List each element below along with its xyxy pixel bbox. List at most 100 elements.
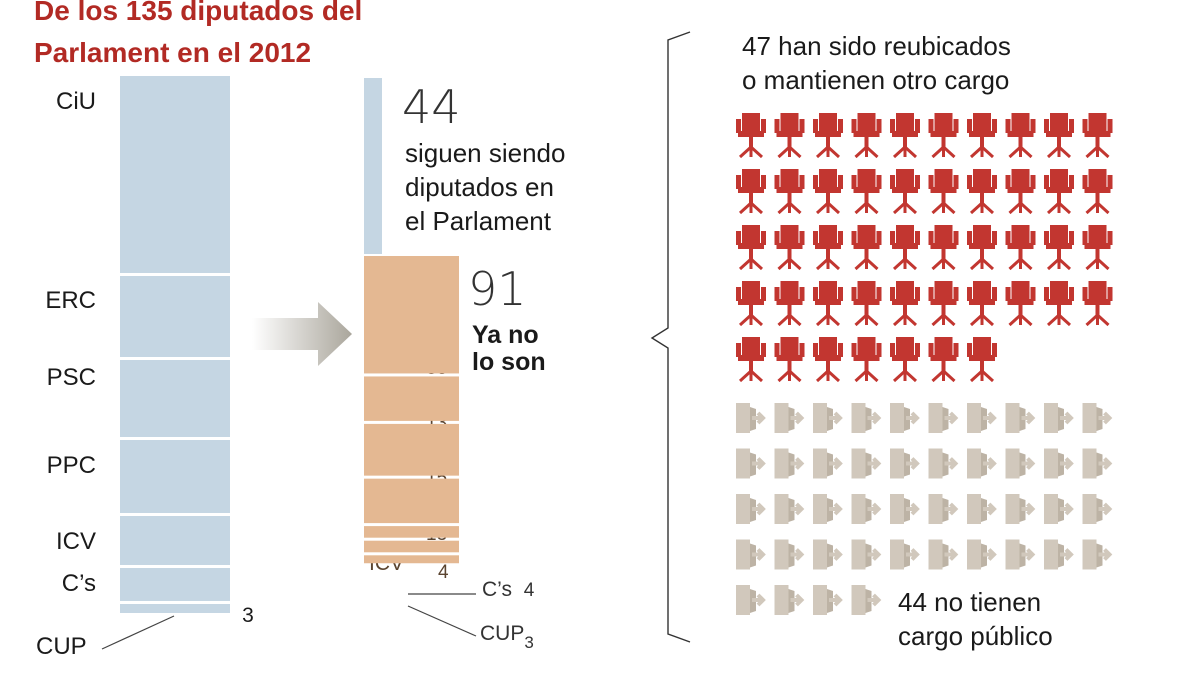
exit-door-icon bbox=[774, 539, 805, 570]
chair-icon bbox=[774, 281, 805, 327]
chair-icon bbox=[1082, 281, 1113, 327]
party-label-ppc: PPC bbox=[46, 452, 96, 479]
chair-icon bbox=[1005, 281, 1036, 327]
party-label-ciu: CiU bbox=[56, 88, 96, 115]
exit-door-icon bbox=[967, 539, 997, 570]
party-label-cs: C’s bbox=[61, 570, 96, 597]
yano-text: Ya no lo son bbox=[472, 322, 546, 376]
exit-door-icon bbox=[774, 448, 805, 479]
after-value-icv: 4 bbox=[438, 562, 449, 583]
exit-door-icon bbox=[890, 494, 920, 524]
bar-after-cup bbox=[364, 555, 459, 564]
bar-before-icv bbox=[120, 516, 230, 565]
after-value-cs: 4 bbox=[523, 580, 535, 601]
bar-siguen bbox=[364, 78, 382, 254]
chair-icon bbox=[851, 337, 882, 383]
party-label-icv: ICV bbox=[55, 528, 96, 555]
chair-icon bbox=[1005, 225, 1036, 271]
after-label-cs-group: C’s 4 bbox=[482, 578, 534, 602]
exit-door-icon bbox=[1044, 403, 1074, 433]
chair-icon bbox=[851, 281, 882, 327]
exit-door-icon bbox=[851, 539, 882, 570]
exit-door-icon bbox=[774, 494, 805, 524]
chair-icon bbox=[1005, 169, 1036, 215]
yano-line2: lo son bbox=[472, 348, 546, 376]
after-label-cup: CUP bbox=[480, 622, 525, 645]
exit-door-icon bbox=[890, 539, 920, 570]
chart-title: De los 135 diputados del Parlament en el… bbox=[34, 0, 362, 74]
exit-door-icon bbox=[813, 585, 843, 615]
chair-icon bbox=[928, 169, 959, 215]
chair-icon bbox=[774, 225, 805, 271]
exit-door-icon bbox=[851, 585, 882, 615]
chair-icon bbox=[736, 169, 766, 215]
exit-door-icon bbox=[928, 539, 959, 570]
exit-door-icon bbox=[1082, 448, 1113, 479]
chair-icon bbox=[736, 225, 766, 271]
cup-leader-line bbox=[101, 615, 175, 650]
after-value-cup: 3 bbox=[524, 633, 534, 652]
chair-icon bbox=[928, 225, 959, 271]
chair-icon bbox=[1044, 225, 1074, 271]
exit-door-icon bbox=[736, 403, 766, 433]
chair-icon bbox=[890, 337, 920, 383]
chair-icon bbox=[967, 281, 997, 327]
bar-before-ciu bbox=[120, 76, 230, 273]
bar-before-psc bbox=[120, 360, 230, 437]
exit-door-icon bbox=[736, 585, 766, 615]
yano-number: 91 bbox=[468, 262, 527, 316]
cup-after-leader-line bbox=[407, 605, 477, 637]
chair-icon bbox=[813, 281, 843, 327]
exit-door-icon bbox=[1005, 448, 1036, 479]
exit-door-icon bbox=[890, 403, 920, 433]
bar-before-ppc bbox=[120, 440, 230, 513]
exit-door-icon bbox=[813, 448, 843, 479]
bar-after-psc bbox=[364, 423, 459, 476]
exit-door-icon bbox=[851, 448, 882, 479]
chair-icon bbox=[736, 113, 766, 159]
arrow-icon bbox=[252, 302, 352, 366]
bar-after-erc bbox=[364, 376, 459, 421]
exit-door-icon bbox=[736, 494, 766, 524]
exit-door-icon bbox=[890, 448, 920, 479]
exit-door-icon bbox=[1005, 494, 1036, 524]
bar-after-ciu bbox=[364, 256, 459, 374]
bar-before-cs bbox=[120, 568, 230, 601]
exit-door-icon bbox=[1082, 494, 1113, 524]
bar-after-ppc bbox=[364, 478, 459, 524]
chair-icon bbox=[813, 169, 843, 215]
exit-door-icon bbox=[967, 494, 997, 524]
chair-icon bbox=[1044, 113, 1074, 159]
brace-icon bbox=[650, 31, 691, 643]
chair-icon bbox=[890, 281, 920, 327]
exit-door-icon bbox=[774, 403, 805, 433]
exit-door-icon bbox=[736, 539, 766, 570]
chair-icon bbox=[890, 169, 920, 215]
exit-door-icon bbox=[1082, 403, 1113, 433]
chair-icon bbox=[736, 337, 766, 383]
siguen-line2: diputados en bbox=[405, 172, 554, 202]
exit-door-icon bbox=[967, 403, 997, 433]
exit-door-icon bbox=[813, 403, 843, 433]
chair-icon bbox=[890, 225, 920, 271]
cup-value-label: 3 bbox=[242, 604, 254, 627]
exit-door-icon bbox=[813, 494, 843, 524]
chair-icon bbox=[890, 113, 920, 159]
exit-door-icon bbox=[1044, 448, 1074, 479]
siguen-text: siguen siendo diputados en el Parlament bbox=[405, 136, 565, 238]
siguen-line3: el Parlament bbox=[405, 206, 551, 236]
bar-after-icv bbox=[364, 526, 459, 538]
exit-door-icon bbox=[967, 448, 997, 479]
chair-icon bbox=[1044, 281, 1074, 327]
exit-door-icon bbox=[928, 494, 959, 524]
chair-icon bbox=[813, 113, 843, 159]
party-label-erc: ERC bbox=[45, 287, 96, 314]
sin-cargo-line1: 44 no tienen bbox=[898, 587, 1042, 617]
chair-icon bbox=[774, 113, 805, 159]
chair-icon bbox=[1082, 113, 1113, 159]
sin-cargo-text: 44 no tienen cargo público bbox=[898, 585, 1053, 653]
chair-icon bbox=[813, 337, 843, 383]
chair-icon bbox=[967, 113, 997, 159]
chair-icon bbox=[967, 337, 997, 383]
exit-door-icon bbox=[813, 539, 843, 570]
